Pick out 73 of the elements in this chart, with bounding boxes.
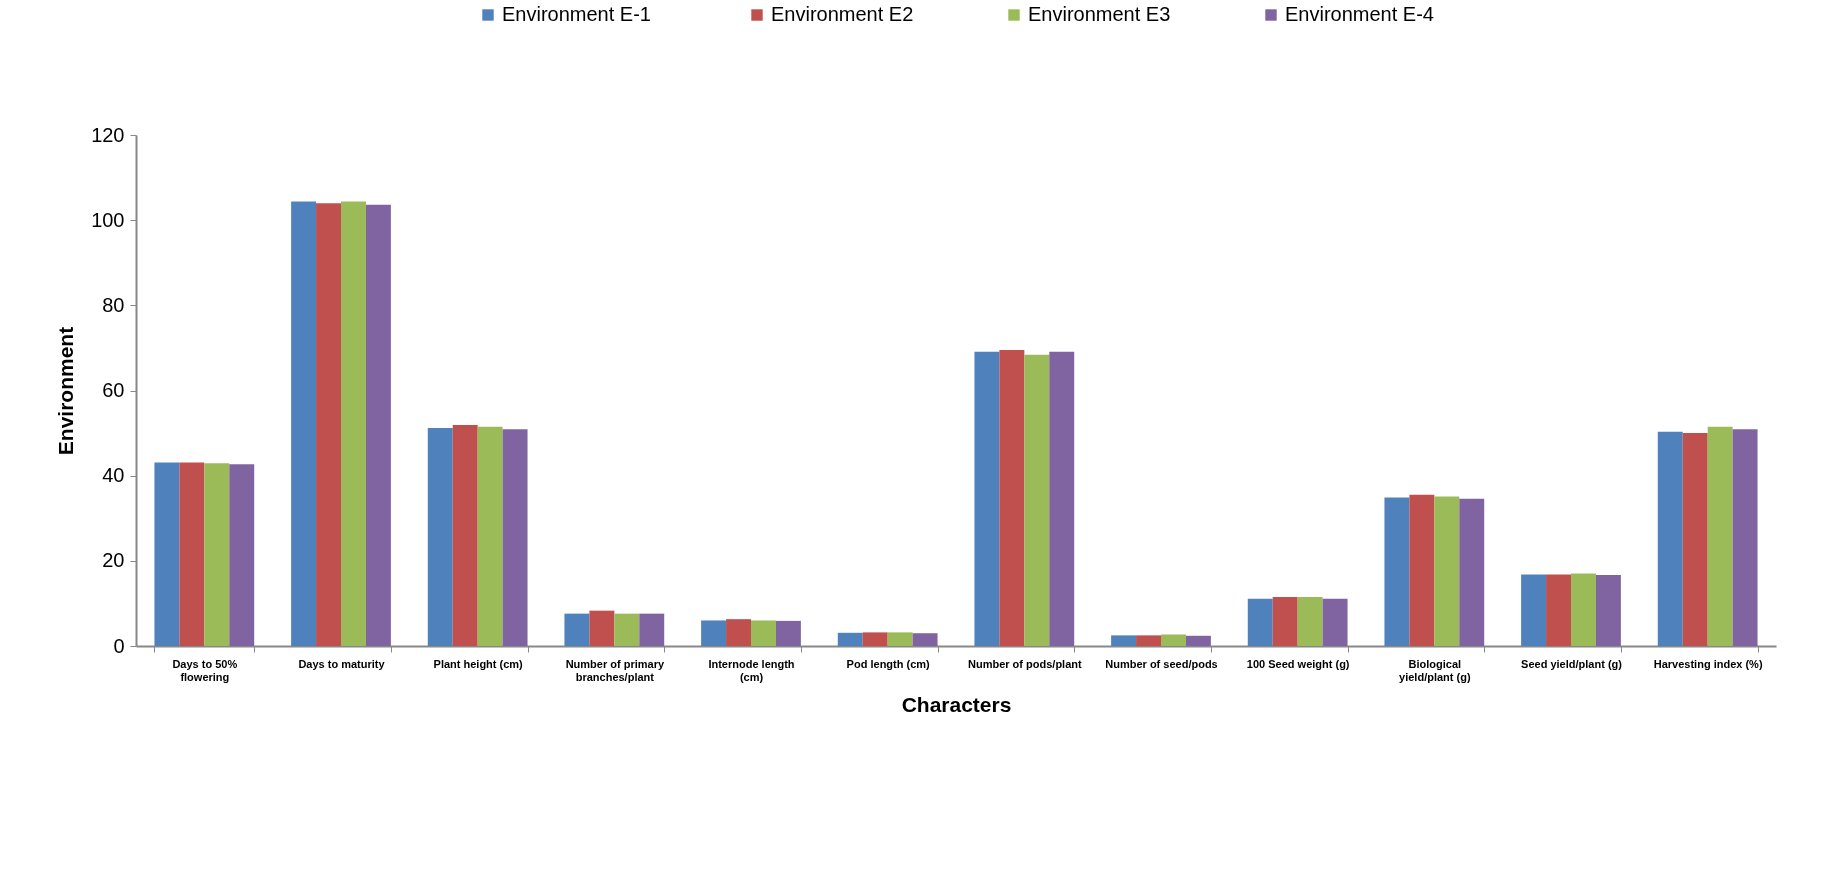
bar (999, 350, 1025, 646)
bar (1682, 433, 1708, 646)
y-tick-label: 60 (102, 379, 125, 401)
y-tick-label: 80 (102, 293, 125, 316)
bar (1546, 574, 1571, 646)
bar (452, 424, 478, 646)
x-tick-label: Internode length (cm) (708, 657, 795, 683)
bar (477, 426, 503, 646)
y-tick-label: 120 (91, 123, 125, 146)
x-tick-label: Number of primary branches/plant (565, 657, 665, 683)
x-tick-label: 100 Seed weight (g) (1246, 657, 1350, 670)
bar (1595, 574, 1621, 646)
bar (1322, 598, 1348, 646)
x-tick-label: Biological yield/plant (g) (1399, 657, 1471, 683)
x-tick-label: Days to 50% flowering (172, 657, 238, 683)
x-tick-label: Days to maturity (298, 657, 386, 670)
x-axis-title: Characters (901, 692, 1012, 716)
bar (912, 633, 938, 646)
bar (1111, 635, 1137, 646)
bar (1247, 598, 1273, 646)
bar (639, 613, 665, 646)
bar (775, 620, 801, 646)
legend-label: Environment E-4 (1285, 3, 1434, 25)
legend-label: Environment E2 (771, 3, 914, 25)
y-axis-title: Environment (54, 326, 78, 456)
bar (1732, 429, 1758, 646)
bar (564, 613, 590, 646)
bar (1384, 497, 1410, 646)
x-tick-label: Plant height (cm) (433, 657, 524, 670)
x-tick-label: Pod length (cm) (846, 657, 931, 670)
bar (589, 610, 615, 646)
bar (701, 620, 727, 646)
y-tick-label: 0 (113, 634, 125, 657)
bar (1459, 498, 1485, 646)
bar (154, 462, 180, 646)
bar (291, 201, 317, 646)
bar (1434, 496, 1460, 646)
bar (316, 203, 341, 646)
bar (341, 201, 366, 646)
bar (837, 632, 863, 646)
bar (751, 620, 776, 646)
bar (1657, 431, 1683, 646)
x-tick-label: Number of seed/pods (1105, 657, 1218, 670)
bar (887, 632, 913, 646)
bar (1409, 494, 1435, 646)
y-tick-label: 20 (102, 549, 125, 572)
legend-label: Environment E-1 (502, 3, 651, 25)
bar (1024, 354, 1050, 646)
bar (1185, 635, 1211, 646)
bar (1571, 573, 1596, 646)
bar (1707, 426, 1733, 646)
bar (1297, 597, 1323, 646)
x-tick-label: Number of pods/plant (968, 657, 1082, 670)
x-tick-label: Harvesting index (%) (1653, 657, 1763, 670)
bar (365, 204, 391, 646)
bar (1049, 351, 1075, 646)
bar (427, 427, 453, 646)
bar (1136, 635, 1161, 646)
bar (862, 632, 888, 646)
bar (502, 429, 528, 646)
bar (229, 464, 255, 646)
bar (726, 619, 751, 646)
legend-label: Environment E3 (1028, 3, 1171, 25)
bar (1521, 574, 1547, 646)
bar (1272, 597, 1298, 646)
y-tick-label: 40 (102, 464, 125, 487)
bar (179, 462, 205, 646)
bar (204, 463, 230, 646)
bar (614, 613, 640, 646)
y-tick-label: 100 (91, 208, 125, 231)
bar (974, 351, 1000, 646)
bar (1161, 634, 1186, 646)
x-tick-label: Seed yield/plant (g) (1521, 657, 1623, 670)
